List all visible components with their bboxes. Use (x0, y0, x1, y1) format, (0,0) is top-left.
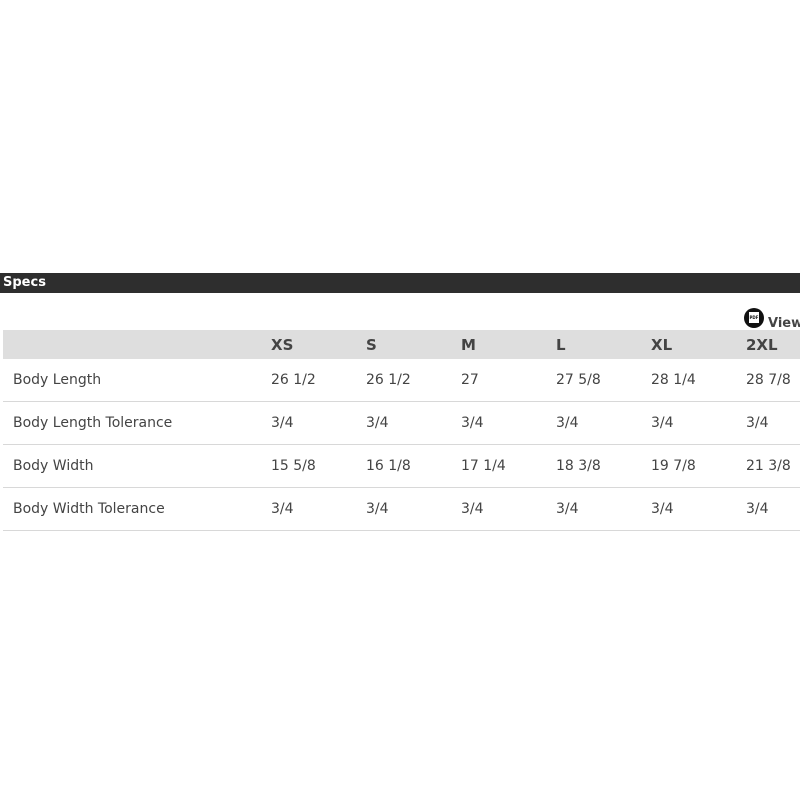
table-row: Body Width 15 5/8 16 1/8 17 1/4 18 3/8 19 7/8… (3, 444, 800, 488)
cell-value: 3/4 (460, 487, 555, 531)
cell-value: 3/4 (270, 487, 365, 531)
cell-value: 3/4 (650, 401, 745, 445)
header-size: XL (650, 330, 745, 359)
cell-value: 21 3/8 (745, 444, 800, 488)
row-label: Body Width (3, 444, 270, 488)
header-size: 2XL (745, 330, 800, 359)
cell-value: 19 7/8 (650, 444, 745, 488)
row-label: Body Length (3, 359, 270, 402)
header-blank (3, 330, 270, 359)
cell-value: 28 1/4 (650, 359, 745, 402)
row-label: Body Width Tolerance (3, 487, 270, 531)
view-label: View (768, 316, 800, 331)
cell-value: 3/4 (365, 401, 460, 445)
header-size: M (460, 330, 555, 359)
section-title: Specs (0, 273, 800, 293)
cell-value: 18 3/8 (555, 444, 650, 488)
header-size: L (555, 330, 650, 359)
cell-value: 26 1/2 (365, 359, 460, 402)
header-row: XS S M L XL 2XL (3, 330, 800, 359)
cell-value: 3/4 (555, 487, 650, 531)
header-size: S (365, 330, 460, 359)
cell-value: 3/4 (460, 401, 555, 445)
pdf-icon: PDF (744, 307, 764, 328)
cell-value: 17 1/4 (460, 444, 555, 488)
specs-table: XS S M L XL 2XL Body Length 26 1/2 26 1/2 2… (3, 330, 800, 531)
cell-value: 3/4 (555, 401, 650, 445)
cell-value: 3/4 (270, 401, 365, 445)
cell-value: 16 1/8 (365, 444, 460, 488)
cell-value: 3/4 (745, 401, 800, 445)
cell-value: 3/4 (745, 487, 800, 531)
cell-value: 28 7/8 (745, 359, 800, 402)
cell-value: 27 5/8 (555, 359, 650, 402)
table-row: Body Length Tolerance 3/4 3/4 3/4 3/4 3/4 3/4 (3, 401, 800, 445)
cell-value: 27 (460, 359, 555, 402)
table-row: Body Width Tolerance 3/4 3/4 3/4 3/4 3/4 3/4 (3, 487, 800, 531)
view-pdf-link[interactable]: PDF View (744, 304, 800, 331)
cell-value: 26 1/2 (270, 359, 365, 402)
cell-value: 3/4 (365, 487, 460, 531)
cell-value: 3/4 (650, 487, 745, 531)
table-row: Body Length 26 1/2 26 1/2 27 27 5/8 28 1/4 28 … (3, 359, 800, 402)
cell-value: 15 5/8 (270, 444, 365, 488)
pdf-icon-text: PDF (749, 312, 759, 323)
row-label: Body Length Tolerance (3, 401, 270, 445)
header-size: XS (270, 330, 365, 359)
